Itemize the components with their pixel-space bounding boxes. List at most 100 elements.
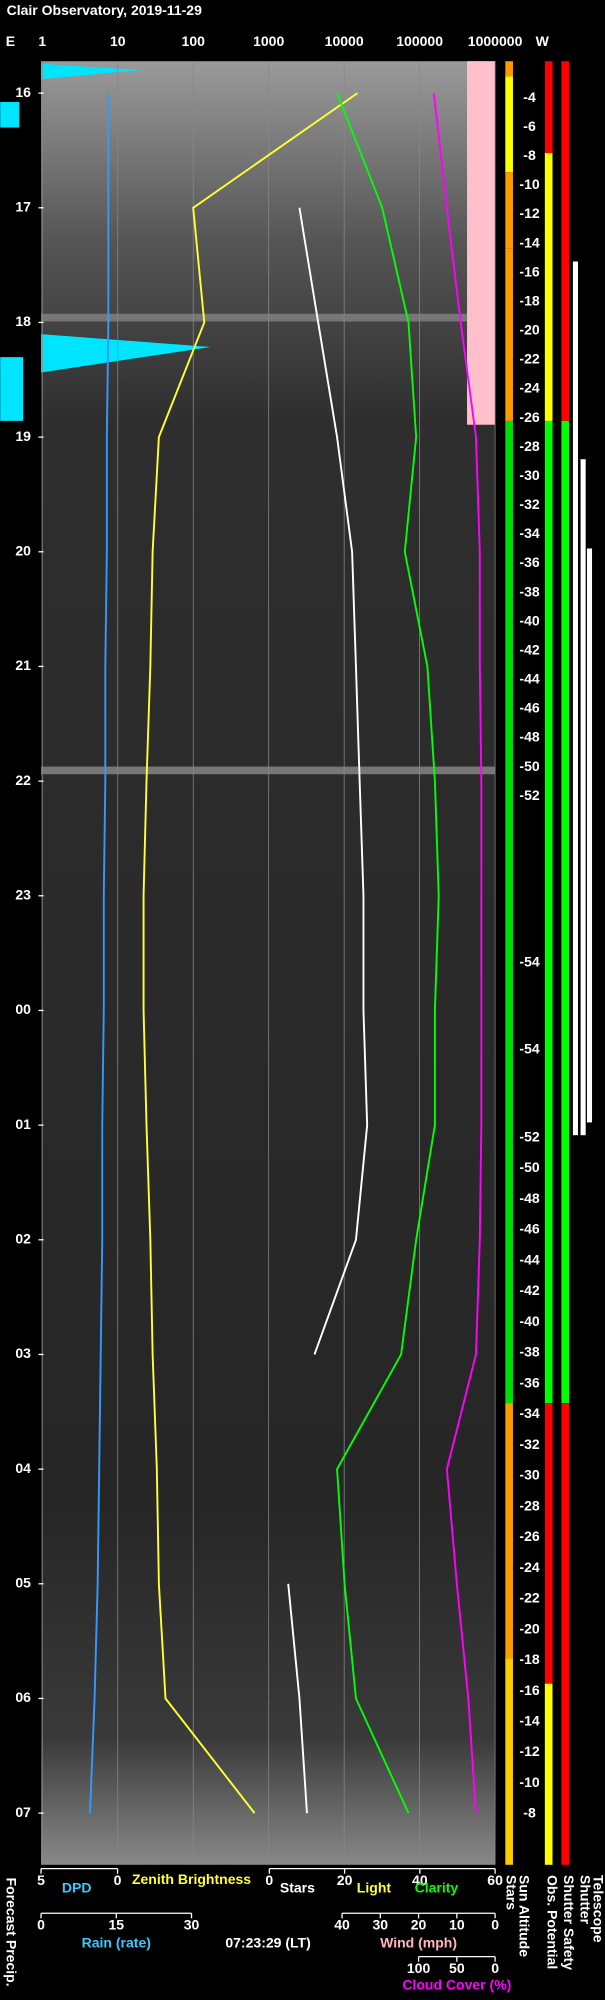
scale-tick-label: 50: [449, 1960, 465, 1976]
series-line: [432, 93, 483, 1814]
legend-label: Clarity: [415, 1880, 459, 1896]
edge-label: W: [536, 33, 550, 49]
time-label: 00: [15, 1001, 31, 1017]
scale-tick-label: 0: [491, 1917, 499, 1933]
forecast-precip: [0, 63, 211, 421]
sun-altitude-label: -22: [519, 351, 539, 367]
top-tick-label: 1: [38, 33, 46, 49]
scale-label: Rain (rate): [82, 1935, 151, 1951]
legend-label: Stars: [280, 1880, 315, 1896]
column-label: Shutter Safety: [561, 1875, 577, 1970]
sun-altitude-label: -30: [519, 1467, 539, 1483]
wind-band: [467, 61, 496, 425]
sun-altitude-label: -44: [519, 1251, 539, 1267]
sun-altitude-label: -50: [519, 758, 539, 774]
sun-altitude-label: -28: [519, 1497, 539, 1513]
legend-label: Zenith Brightness: [132, 1871, 251, 1887]
status-segment: [544, 420, 553, 1404]
sun-altitude-label: -42: [519, 1282, 539, 1298]
status-segment: [572, 261, 579, 1136]
image-band: [41, 313, 496, 322]
sun-altitude-label: -16: [519, 1682, 539, 1698]
scale-tick-label: 100: [407, 1960, 431, 1976]
top-tick-label: 10: [110, 33, 126, 49]
column-label: Shutter: [578, 1875, 594, 1925]
scale-tick-label: 40: [412, 1872, 428, 1888]
left-label: Forecast Precip.: [4, 1878, 20, 1987]
sun-altitude-label: -50: [519, 1159, 539, 1175]
time-label: 22: [15, 772, 31, 788]
time-label: 01: [15, 1116, 31, 1132]
scale-tick-label: 0: [37, 1917, 45, 1933]
time-label: 18: [15, 313, 31, 329]
scale-tick-label: 60: [487, 1872, 503, 1888]
sun-altitude-label: -18: [519, 292, 539, 308]
status-segment: [505, 248, 513, 421]
sun-altitude-label: -20: [519, 1620, 539, 1636]
status-segment: [561, 1403, 570, 1865]
time-label: 21: [15, 657, 31, 673]
sun-altitude-label: -26: [519, 409, 539, 425]
scale-tick-label: 15: [108, 1917, 124, 1933]
time-label: 07:23:29 (LT): [225, 1935, 310, 1951]
status-segment: [561, 420, 570, 1404]
status-segment: [586, 548, 593, 1123]
series-line: [142, 92, 359, 1814]
sun-altitude-label: -8: [523, 1805, 536, 1821]
sun-altitude-label: -16: [519, 263, 539, 279]
sun-altitude-label: -46: [519, 1221, 539, 1237]
edge-label: E: [6, 33, 15, 49]
sun-altitude-label: -12: [519, 1743, 539, 1759]
sun-altitude-label: -14: [519, 234, 539, 250]
top-tick-label: 10000: [325, 33, 364, 49]
time-label: 17: [15, 198, 31, 214]
sun-altitude-label: -54: [519, 1040, 539, 1056]
sun-altitude-label: -52: [519, 1128, 539, 1144]
sun-altitude-label: -22: [519, 1590, 539, 1606]
sun-altitude-label: -8: [523, 147, 536, 163]
scale-tick-label: 0: [491, 1960, 499, 1976]
time-label: 07: [15, 1804, 31, 1820]
scale-tick-label: 20: [337, 1872, 353, 1888]
sun-altitude-label: -40: [519, 612, 539, 628]
sun-altitude-label: -40: [519, 1313, 539, 1329]
time-label: 03: [15, 1345, 31, 1361]
status-segment: [505, 76, 513, 173]
sun-altitude-label: -46: [519, 700, 539, 716]
time-label: 16: [15, 84, 31, 100]
scale-tick-label: 30: [373, 1917, 389, 1933]
time-label: 02: [15, 1230, 31, 1246]
sun-altitude-label: -30: [519, 467, 539, 483]
series-line: [336, 92, 440, 1814]
sun-altitude-label: -38: [519, 583, 539, 599]
scale-tick-label: 0: [114, 1872, 122, 1888]
status-segment: [544, 1403, 553, 1684]
sun-altitude-label: -12: [519, 205, 539, 221]
sun-altitude-label: -36: [519, 1374, 539, 1390]
top-tick-label: 1000: [253, 33, 284, 49]
scale-tick-label: 10: [449, 1917, 465, 1933]
scale-tick-label: 30: [184, 1917, 200, 1933]
status-segment: [505, 172, 513, 249]
sun-altitude-label: -34: [519, 525, 539, 541]
scale-tick-label: 0: [265, 1872, 273, 1888]
sun-altitude-label: -36: [519, 554, 539, 570]
sun-altitude-label: -52: [519, 787, 539, 803]
status-segment: [561, 61, 570, 421]
legend-label: Cloud Cover (%): [402, 1977, 511, 1993]
sun-altitude-label: -24: [519, 380, 539, 396]
status-segment: [505, 420, 513, 1404]
sun-altitude-label: -34: [519, 1405, 539, 1421]
sun-altitude-label: -14: [519, 1713, 539, 1729]
sun-altitude-label: -10: [519, 176, 539, 192]
status-segment: [544, 1683, 553, 1865]
sun-altitude-label: -24: [519, 1559, 539, 1575]
scale-tick-label: 5: [37, 1872, 45, 1888]
time-label: 19: [15, 428, 31, 444]
series-line: [287, 207, 369, 1814]
status-segment: [505, 1403, 513, 1659]
sun-altitude-label: -26: [519, 1528, 539, 1544]
top-tick-label: 100000: [396, 33, 443, 49]
